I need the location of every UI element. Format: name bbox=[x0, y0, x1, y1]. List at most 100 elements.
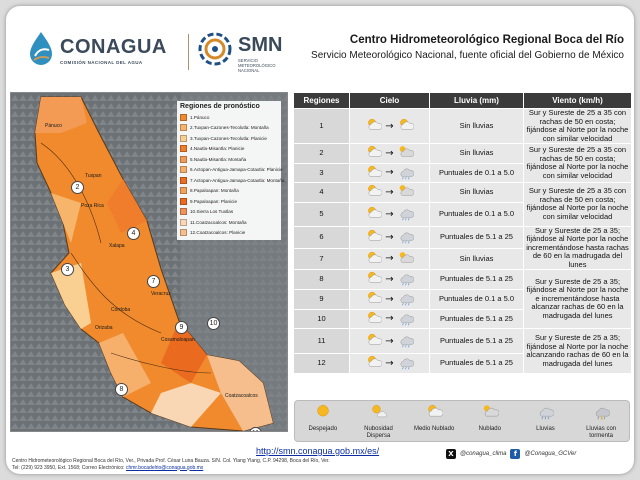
lluvias-icon bbox=[397, 270, 414, 289]
sky-cell: → bbox=[349, 289, 430, 310]
region-cell: 6 bbox=[293, 225, 350, 249]
rain-cell: Puntuales de 0.1 a 5.0 bbox=[429, 162, 524, 183]
sky-legend-label: Lluvias bbox=[536, 426, 555, 432]
table-row: 12 → Puntuales de 5.1 a 25 bbox=[293, 353, 632, 374]
table-row: 5 → Puntuales de 0.1 a 5.0 bbox=[293, 201, 632, 227]
legend-item: 11.Coatzacoalcos: Montaña bbox=[180, 217, 278, 228]
legend-label: 1.Pánuco bbox=[190, 114, 210, 120]
arrow-right-icon: → bbox=[385, 120, 394, 132]
legend-swatch bbox=[180, 187, 187, 195]
rain-cell: Puntuales de 5.1 a 25 bbox=[429, 328, 524, 354]
legend-swatch bbox=[180, 208, 187, 216]
table-row: 9 → Puntuales de 0.1 a 5.0 bbox=[293, 289, 632, 310]
legend-label: 11.Coatzacoalcos: Montaña bbox=[190, 219, 247, 225]
social-handle[interactable]: @conagua_clima bbox=[460, 451, 507, 457]
sky-cell: → bbox=[349, 247, 430, 271]
bulletin-page: CONAGUA COMISIÓN NACIONAL DEL AGUA SMN S… bbox=[6, 6, 634, 474]
sky-cell: → bbox=[349, 353, 430, 374]
map-region-marker: 9 bbox=[175, 321, 188, 334]
column-header-lluvia: Lluvia (mm) bbox=[429, 92, 524, 109]
map-city-label: Tuxpan bbox=[85, 173, 102, 179]
sky-cell: → bbox=[349, 201, 430, 227]
wind-cell: Sur y Sureste de 25 a 35; fijándose al N… bbox=[523, 269, 632, 329]
legend-label: 8.Papaloapan: Montaña bbox=[190, 188, 239, 194]
nublado-icon bbox=[481, 405, 500, 424]
legend-item: 7.Actopan-Antigua-Jamapa-Cotaxtla: Monta… bbox=[180, 175, 284, 186]
legend-label: 7.Actopan-Antigua-Jamapa-Cotaxtla: Monta… bbox=[190, 177, 285, 183]
forecast-table: Regiones Cielo Lluvia (mm) Viento (km/h)… bbox=[293, 92, 632, 374]
medio-nublado-icon bbox=[365, 354, 383, 373]
conagua-logo: CONAGUA COMISIÓN NACIONAL DEL AGUA bbox=[26, 30, 176, 74]
facebook-icon[interactable]: f bbox=[510, 449, 521, 459]
contact-line: Tel: (229) 923 3950, Ext. 1568; Correo E… bbox=[12, 465, 442, 472]
email-link[interactable]: chmr.bocadelrio@conagua.gob.mx bbox=[125, 464, 204, 471]
table-row: 11 → Puntuales de 5.1 a 25 Sur y Sureste de… bbox=[293, 328, 632, 374]
sky-legend-item: Nublado bbox=[464, 403, 516, 433]
lluvias-icon bbox=[397, 310, 414, 329]
social-handle[interactable]: @Conagua_GCVer bbox=[524, 451, 577, 457]
sky-legend-item: Nubosidad Dispersa bbox=[352, 403, 404, 439]
map-city-label: Orizaba bbox=[95, 325, 113, 331]
header-divider bbox=[188, 34, 189, 70]
map-legend: Regiones de pronóstico 1.Pánuco 2.Tuxpan-… bbox=[177, 101, 284, 240]
contact-text: Tel: (229) 923 3950, Ext. 1568; Correo E… bbox=[12, 464, 125, 471]
column-header-regiones: Regiones bbox=[293, 92, 350, 109]
despejado-icon bbox=[314, 405, 332, 424]
footer-link[interactable]: http://smn.conagua.gob.mx/es/ bbox=[256, 446, 380, 456]
arrow-right-icon: → bbox=[385, 358, 394, 369]
legend-swatch bbox=[180, 145, 187, 153]
map-city-label: Xalapa bbox=[109, 243, 125, 249]
arrow-right-icon: → bbox=[385, 293, 394, 305]
footer-address: Centro Hidrometeorológico Regional Boca … bbox=[12, 458, 442, 471]
region-cell: 12 bbox=[293, 353, 350, 374]
map-region-marker: 7 bbox=[147, 275, 160, 288]
wind-cell: Sur y Sureste de 25 a 35 con rachas de 5… bbox=[523, 108, 632, 144]
medio-nublado-icon bbox=[365, 183, 383, 202]
address-line: Centro Hidrometeorológico Regional Boca … bbox=[12, 458, 330, 464]
medio-nublado-icon bbox=[397, 117, 414, 136]
rain-cell: Puntuales de 5.1 a 25 bbox=[429, 308, 524, 329]
arrow-right-icon: → bbox=[385, 313, 394, 325]
sky-legend-item: Despejado bbox=[297, 403, 349, 433]
lluvias-icon bbox=[397, 205, 414, 224]
map-region-marker: 10 bbox=[207, 317, 220, 330]
rain-cell: Puntuales de 0.1 a 5.0 bbox=[429, 201, 524, 227]
nubosidad-dispersa-icon bbox=[369, 405, 388, 424]
legend-item: 2.Tuxpan-Cazones-Tecolutla: Montaña bbox=[180, 123, 278, 134]
medio-nublado-icon bbox=[365, 310, 383, 329]
sky-cell: → bbox=[349, 269, 430, 290]
legend-label: 3.Tuxpan-Cazones-Tecolutla: Planicie bbox=[190, 135, 267, 141]
nublado-icon bbox=[397, 183, 414, 202]
medio-nublado-icon bbox=[365, 250, 383, 269]
medio-nublado-icon bbox=[365, 332, 383, 351]
nublado-icon bbox=[397, 144, 414, 163]
smn-logo: SMN SERVICIO METEOROLÓGICO NACIONAL bbox=[196, 30, 296, 74]
wind-cell: Sur y Sureste de 25 a 35 con rachas de 5… bbox=[523, 143, 632, 183]
rain-cell: Sin lluvias bbox=[429, 108, 524, 144]
x-icon[interactable]: X bbox=[446, 449, 456, 459]
rain-cell: Puntuales de 5.1 a 25 bbox=[429, 269, 524, 290]
sky-legend-item: Lluvias bbox=[519, 403, 571, 433]
region-cell: 4 bbox=[293, 182, 350, 203]
rain-cell: Sin lluvias bbox=[429, 247, 524, 271]
arrow-right-icon: → bbox=[385, 147, 394, 159]
region-cell: 11 bbox=[293, 328, 350, 354]
region-cell: 9 bbox=[293, 289, 350, 310]
page-subtitle: Servicio Meteorológico Nacional, fuente … bbox=[311, 50, 624, 61]
nublado-icon bbox=[397, 250, 414, 269]
sky-cell: → bbox=[349, 108, 430, 144]
region-cell: 10 bbox=[293, 308, 350, 329]
legend-item: 6.Actopan-Antigua-Jamapa-Cotaxtla: Plani… bbox=[180, 165, 283, 176]
rain-cell: Puntuales de 0.1 a 5.0 bbox=[429, 289, 524, 310]
arrow-right-icon: → bbox=[385, 167, 394, 179]
map-region-marker: 4 bbox=[127, 227, 140, 240]
rain-cell: Puntuales de 5.1 a 25 bbox=[429, 225, 524, 249]
region-cell: 3 bbox=[293, 162, 350, 183]
table-row: 6 → Puntuales de 5.1 a 25 Sur y Sureste de … bbox=[293, 225, 632, 270]
sky-legend-label: Lluvias con tormenta bbox=[586, 426, 617, 439]
map-city-label: Coatzacoalcos bbox=[225, 393, 258, 399]
rain-cell: Puntuales de 5.1 a 25 bbox=[429, 353, 524, 374]
legend-item: 8.Papaloapan: Montaña bbox=[180, 186, 278, 197]
sky-cell: → bbox=[349, 162, 430, 183]
map-region-marker: 2 bbox=[71, 181, 84, 194]
